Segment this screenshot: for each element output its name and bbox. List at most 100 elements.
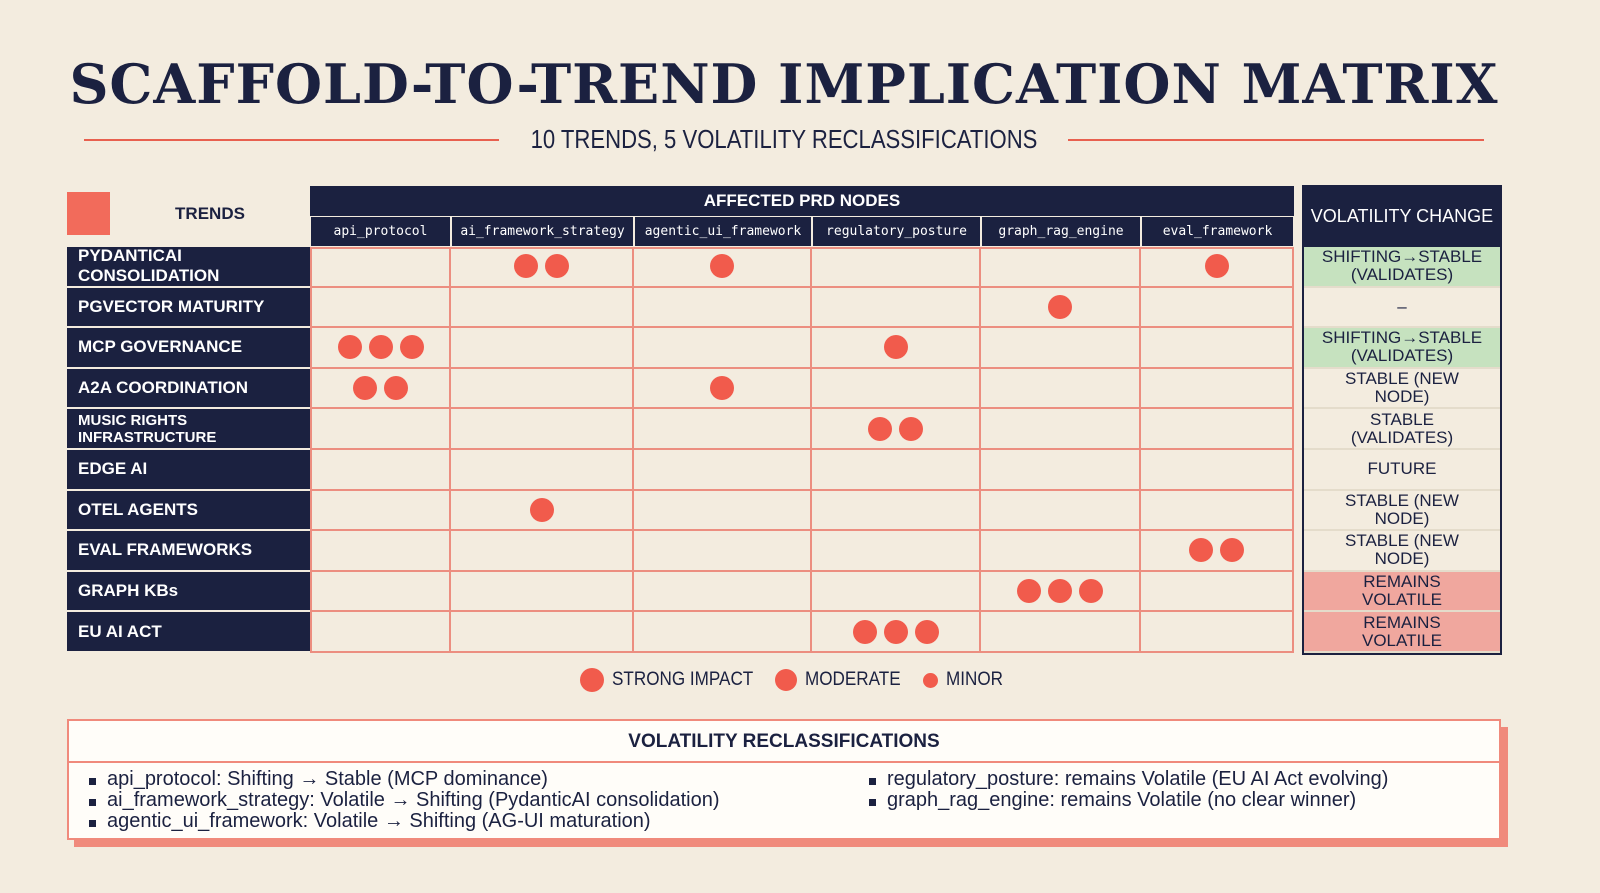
- impact-dot: [1048, 579, 1072, 604]
- matrix-cell: [981, 368, 1141, 410]
- rule: [1068, 139, 1484, 141]
- matrix-cell: [981, 409, 1141, 450]
- matrix-cell: [634, 328, 812, 369]
- matrix-cell: [634, 450, 812, 491]
- matrix-cell: [451, 490, 634, 532]
- matrix-cell: [981, 531, 1141, 572]
- impact-dot: [384, 376, 408, 401]
- grid-frame: [310, 247, 1294, 653]
- matrix-cell: [310, 368, 451, 410]
- note-item: agentic_ui_framework: Volatile → Shiftin…: [107, 810, 651, 832]
- matrix-cell: [310, 490, 451, 532]
- matrix-cell: [981, 450, 1141, 491]
- impact-dot: [1017, 579, 1041, 604]
- legend-dot: [922, 672, 938, 688]
- column-header: regulatory_posture: [812, 216, 981, 247]
- matrix-cell: [1141, 531, 1294, 572]
- change-header: VOLATILITY CHANGE: [1303, 185, 1501, 247]
- impact-dot: [1048, 294, 1072, 319]
- legend-label: STRONG IMPACT: [612, 669, 754, 690]
- matrix-cell: [1141, 287, 1294, 329]
- note-item: graph_rag_engine: remains Volatile (no c…: [887, 789, 1357, 811]
- matrix-cell: [310, 328, 451, 369]
- volatility-change: STABLE (NEW NODE): [1304, 368, 1500, 410]
- impact-dot: [868, 416, 892, 441]
- impact-dot: [852, 619, 877, 644]
- column-header: eval_framework: [1141, 216, 1294, 247]
- volatility-change: SHIFTING→STABLE (VALIDATES): [1304, 328, 1500, 369]
- matrix-cell: [981, 490, 1141, 532]
- trend-label: A2A COORDINATION: [67, 368, 310, 410]
- impact-dot: [914, 619, 939, 644]
- matrix-cell: [634, 287, 812, 329]
- matrix-cell: [812, 328, 981, 369]
- note-bullet: [89, 778, 96, 785]
- column-group-header: AFFECTED PRD NODES: [310, 186, 1294, 216]
- trend-label: OTEL AGENTS: [67, 490, 310, 532]
- matrix-cell: [812, 247, 981, 288]
- matrix-cell: [451, 247, 634, 288]
- volatility-change: STABLE (VALIDATES): [1304, 409, 1500, 450]
- note-bullet: [869, 778, 876, 785]
- volatility-change: REMAINS VOLATILE: [1304, 612, 1500, 653]
- trend-label: GRAPH KBs: [67, 571, 310, 613]
- matrix-cell: [812, 287, 981, 329]
- impact-dot: [514, 254, 538, 279]
- matrix-cell: [812, 612, 981, 653]
- impact-dot: [883, 619, 908, 644]
- matrix-cell: [812, 368, 981, 410]
- matrix-cell: [310, 247, 451, 288]
- matrix-cell: [981, 287, 1141, 329]
- rule: [84, 139, 499, 141]
- note-bullet: [89, 799, 96, 806]
- matrix-cell: [1141, 571, 1294, 613]
- matrix-cell: [451, 328, 634, 369]
- matrix-cell: [634, 571, 812, 613]
- impact-dot: [337, 335, 362, 360]
- impact-dot: [883, 335, 908, 360]
- matrix-cell: [310, 531, 451, 572]
- volatility-change: STABLE (NEW NODE): [1304, 490, 1500, 532]
- matrix-cell: [634, 490, 812, 532]
- trend-label: PYDANTICAI CONSOLIDATION: [67, 246, 310, 288]
- matrix-cell: [310, 450, 451, 491]
- matrix-cell: [1141, 409, 1294, 450]
- notes-rule: [69, 761, 1499, 763]
- legend-label: MODERATE: [805, 669, 901, 690]
- matrix-cell: [451, 409, 634, 450]
- matrix-cell: [1141, 247, 1294, 288]
- matrix-cell: [1141, 450, 1294, 491]
- matrix-cell: [634, 531, 812, 572]
- matrix-cell: [981, 328, 1141, 369]
- change-column-frame: [1302, 185, 1502, 655]
- matrix-cell: [812, 409, 981, 450]
- impact-dot: [529, 497, 554, 522]
- trend-label: MCP GOVERNANCE: [67, 328, 310, 369]
- matrix-cell: [451, 287, 634, 329]
- matrix-cell: [812, 571, 981, 613]
- volatility-change: REMAINS VOLATILE: [1304, 571, 1500, 613]
- impact-dot: [368, 335, 393, 360]
- impact-dot: [899, 416, 923, 441]
- subtitle: 10 TRENDS, 5 VOLATILITY RECLASSIFICATION…: [530, 124, 1038, 154]
- impact-dot: [710, 254, 734, 279]
- matrix-cell: [310, 409, 451, 450]
- legend-label: MINOR: [945, 669, 1003, 690]
- impact-dot: [1204, 254, 1229, 279]
- note-bullet: [869, 799, 876, 806]
- impact-dot: [710, 376, 734, 401]
- matrix-cell: [451, 531, 634, 572]
- matrix-cell: [1141, 490, 1294, 532]
- matrix-cell: [812, 490, 981, 532]
- impact-dot: [353, 376, 377, 401]
- impact-dot: [1079, 579, 1103, 604]
- column-header: agentic_ui_framework: [634, 216, 812, 247]
- matrix-cell: [1141, 328, 1294, 369]
- impact-dot: [1220, 538, 1244, 563]
- matrix-cell: [634, 409, 812, 450]
- matrix-cell: [1141, 368, 1294, 410]
- matrix-cell: [634, 368, 812, 410]
- matrix-cell: [310, 287, 451, 329]
- matrix-cell: [981, 247, 1141, 288]
